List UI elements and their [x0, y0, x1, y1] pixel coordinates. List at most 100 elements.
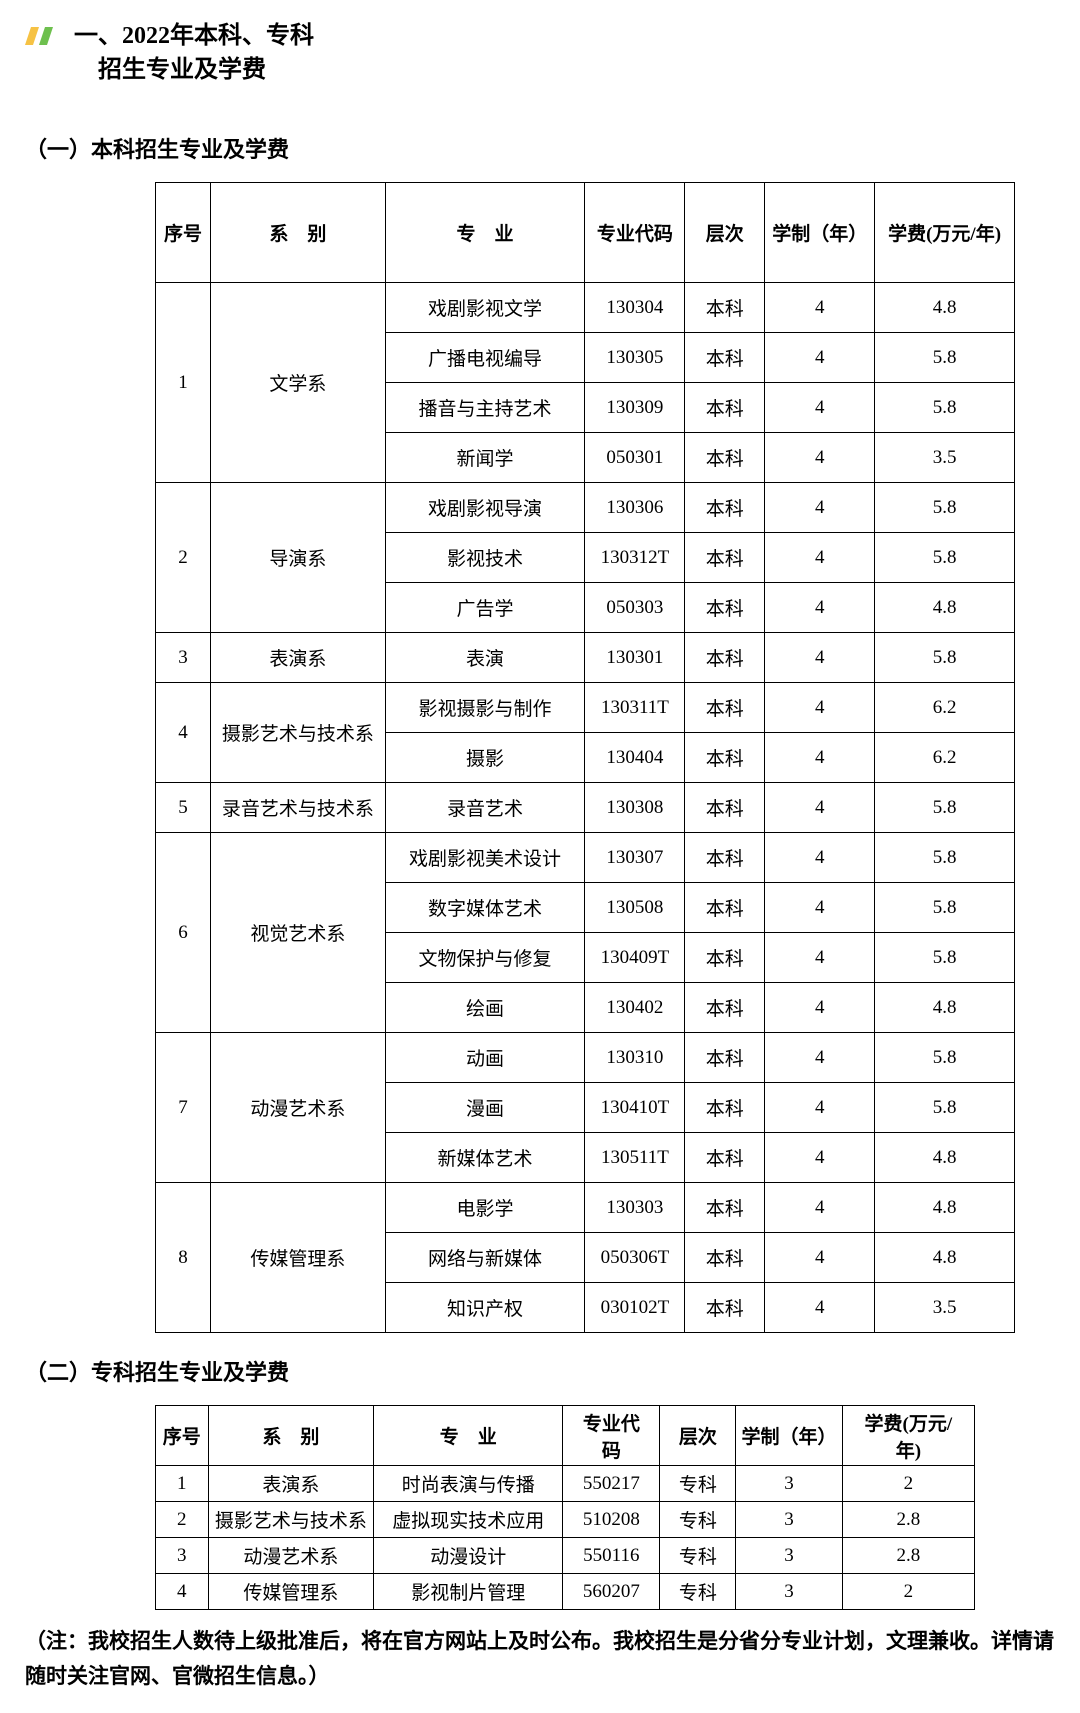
undergrad-col-3: 专业代码 — [585, 183, 685, 283]
undergrad-col-1: 系 别 — [210, 183, 385, 283]
fee-cell: 2 — [842, 1466, 974, 1502]
years-cell: 4 — [765, 1283, 875, 1333]
undergrad-col-5: 学制（年） — [765, 183, 875, 283]
undergrad-col-0: 序号 — [156, 183, 211, 283]
years-cell: 3 — [736, 1574, 842, 1610]
table-row: 4传媒管理系影视制片管理560207专科32 — [156, 1574, 975, 1610]
specialty-col-6: 学费(万元/ 年) — [842, 1406, 974, 1466]
fee-cell: 2.8 — [842, 1538, 974, 1574]
seq-cell: 3 — [156, 633, 211, 683]
code-cell: 130304 — [585, 283, 685, 333]
code-cell: 130508 — [585, 883, 685, 933]
dept-cell: 动漫艺术系 — [208, 1538, 374, 1574]
major-cell: 戏剧影视导演 — [385, 483, 585, 533]
fee-cell: 5.8 — [875, 533, 1015, 583]
years-cell: 4 — [765, 633, 875, 683]
level-cell: 本科 — [685, 1033, 765, 1083]
major-cell: 知识产权 — [385, 1283, 585, 1333]
seq-cell: 2 — [156, 483, 211, 633]
level-cell: 本科 — [685, 583, 765, 633]
major-cell: 网络与新媒体 — [385, 1233, 585, 1283]
undergrad-col-6: 学费(万元/年) — [875, 183, 1015, 283]
fee-cell: 5.8 — [875, 1033, 1015, 1083]
years-cell: 4 — [765, 933, 875, 983]
level-cell: 本科 — [685, 733, 765, 783]
level-cell: 本科 — [685, 483, 765, 533]
major-cell: 表演 — [385, 633, 585, 683]
page-title: 一、2022年本科、专科 招生专业及学费 — [74, 20, 314, 87]
years-cell: 4 — [765, 733, 875, 783]
years-cell: 4 — [765, 833, 875, 883]
table-row: 4摄影艺术与技术系影视摄影与制作130311T本科46.2 — [156, 683, 1015, 733]
dept-cell: 视觉艺术系 — [210, 833, 385, 1033]
level-cell: 本科 — [685, 1183, 765, 1233]
years-cell: 4 — [765, 333, 875, 383]
undergrad-tbody: 1文学系戏剧影视文学130304本科44.8广播电视编导130305本科45.8… — [156, 283, 1015, 1333]
major-cell: 动漫设计 — [374, 1538, 563, 1574]
years-cell: 4 — [765, 783, 875, 833]
undergrad-thead: 序号系 别专 业专业代码层次学制（年）学费(万元/年) — [156, 183, 1015, 283]
level-cell: 专科 — [660, 1538, 736, 1574]
years-cell: 4 — [765, 383, 875, 433]
years-cell: 4 — [765, 1083, 875, 1133]
code-cell: 560207 — [563, 1574, 660, 1610]
page-header: 一、2022年本科、专科 招生专业及学费 — [25, 20, 1055, 87]
seq-cell: 7 — [156, 1033, 211, 1183]
code-cell: 130307 — [585, 833, 685, 883]
years-cell: 4 — [765, 1233, 875, 1283]
fee-cell: 5.8 — [875, 633, 1015, 683]
undergrad-table-wrap: 序号系 别专 业专业代码层次学制（年）学费(万元/年) 1文学系戏剧影视文学13… — [155, 182, 1015, 1333]
level-cell: 本科 — [685, 633, 765, 683]
code-cell: 510208 — [563, 1502, 660, 1538]
table-row: 5录音艺术与技术系录音艺术130308本科45.8 — [156, 783, 1015, 833]
code-cell: 050303 — [585, 583, 685, 633]
major-cell: 文物保护与修复 — [385, 933, 585, 983]
specialty-tbody: 1表演系时尚表演与传播550217专科322摄影艺术与技术系虚拟现实技术应用51… — [156, 1466, 975, 1610]
level-cell: 本科 — [685, 1233, 765, 1283]
code-cell: 130409T — [585, 933, 685, 983]
years-cell: 3 — [736, 1538, 842, 1574]
major-cell: 时尚表演与传播 — [374, 1466, 563, 1502]
fee-cell: 4.8 — [875, 283, 1015, 333]
level-cell: 本科 — [685, 433, 765, 483]
code-cell: 550116 — [563, 1538, 660, 1574]
level-cell: 本科 — [685, 833, 765, 883]
code-cell: 130306 — [585, 483, 685, 533]
fee-cell: 3.5 — [875, 433, 1015, 483]
undergrad-table: 序号系 别专 业专业代码层次学制（年）学费(万元/年) 1文学系戏剧影视文学13… — [155, 182, 1015, 1333]
double-slash-icon — [25, 25, 59, 47]
level-cell: 专科 — [660, 1466, 736, 1502]
table-row: 1文学系戏剧影视文学130304本科44.8 — [156, 283, 1015, 333]
level-cell: 本科 — [685, 283, 765, 333]
years-cell: 3 — [736, 1502, 842, 1538]
dept-cell: 传媒管理系 — [208, 1574, 374, 1610]
specialty-col-0: 序号 — [156, 1406, 209, 1466]
level-cell: 本科 — [685, 683, 765, 733]
code-cell: 130311T — [585, 683, 685, 733]
seq-cell: 3 — [156, 1538, 209, 1574]
code-cell: 130309 — [585, 383, 685, 433]
specialty-thead: 序号系 别专 业专业代 码层次学制（年）学费(万元/ 年) — [156, 1406, 975, 1466]
dept-cell: 导演系 — [210, 483, 385, 633]
level-cell: 本科 — [685, 933, 765, 983]
years-cell: 4 — [765, 683, 875, 733]
fee-cell: 5.8 — [875, 883, 1015, 933]
seq-cell: 4 — [156, 1574, 209, 1610]
code-cell: 130301 — [585, 633, 685, 683]
level-cell: 本科 — [685, 533, 765, 583]
section-2-heading: （二）专科招生专业及学费 — [25, 1355, 1055, 1387]
dept-cell: 表演系 — [208, 1466, 374, 1502]
level-cell: 专科 — [660, 1502, 736, 1538]
major-cell: 虚拟现实技术应用 — [374, 1502, 563, 1538]
specialty-col-5: 学制（年） — [736, 1406, 842, 1466]
seq-cell: 5 — [156, 783, 211, 833]
major-cell: 广播电视编导 — [385, 333, 585, 383]
major-cell: 广告学 — [385, 583, 585, 633]
major-cell: 新闻学 — [385, 433, 585, 483]
years-cell: 4 — [765, 983, 875, 1033]
code-cell: 130310 — [585, 1033, 685, 1083]
years-cell: 4 — [765, 883, 875, 933]
fee-cell: 5.8 — [875, 333, 1015, 383]
years-cell: 4 — [765, 533, 875, 583]
level-cell: 本科 — [685, 383, 765, 433]
